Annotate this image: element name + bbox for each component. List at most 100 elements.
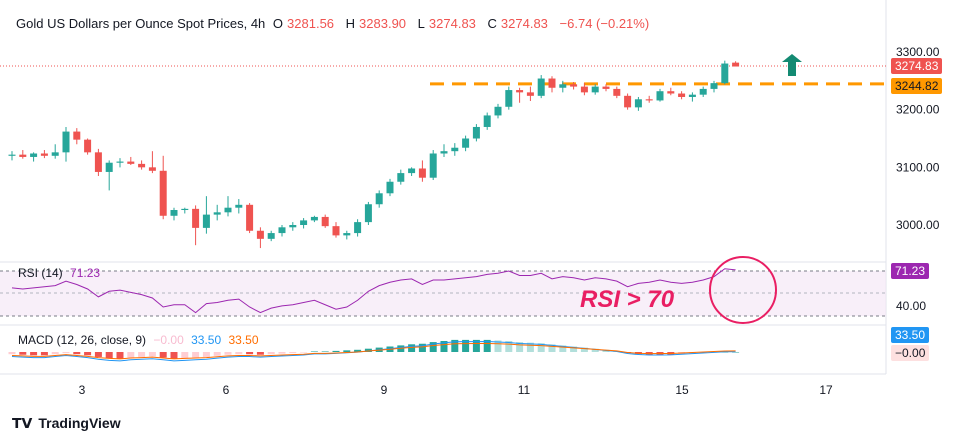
close-value: 3274.83 bbox=[500, 16, 548, 31]
macd-hist-bar bbox=[408, 344, 416, 352]
macd-hist-bar bbox=[462, 339, 470, 352]
candle-body bbox=[559, 84, 567, 88]
candle bbox=[656, 88, 664, 102]
macd-hist-bar bbox=[505, 341, 513, 352]
candle-body bbox=[397, 173, 405, 182]
low-label: L bbox=[417, 16, 425, 31]
candle bbox=[310, 215, 318, 223]
candle-body bbox=[30, 153, 38, 157]
macd-hist-tag: −0.00 bbox=[891, 345, 930, 361]
candle bbox=[202, 196, 210, 234]
candle bbox=[170, 207, 178, 221]
candle-body bbox=[246, 204, 254, 231]
up-arrow-icon bbox=[782, 54, 802, 76]
candle bbox=[645, 95, 653, 103]
candle-body bbox=[418, 168, 426, 178]
candle bbox=[116, 158, 124, 168]
candle bbox=[73, 128, 81, 145]
macd-hist-bar bbox=[267, 352, 275, 355]
brand-text: TradingView bbox=[38, 415, 121, 431]
macd-hist-bar bbox=[332, 350, 340, 352]
candle bbox=[213, 204, 221, 221]
candle-body bbox=[732, 62, 740, 67]
candle bbox=[721, 60, 729, 85]
macd-hist-bar bbox=[19, 352, 27, 355]
macd-hist-bar bbox=[213, 352, 221, 356]
level-price-tag: 3244.82 bbox=[891, 78, 943, 94]
macd-hist-bar bbox=[429, 342, 437, 352]
candle-body bbox=[62, 131, 70, 153]
candle bbox=[472, 124, 480, 142]
candle-body bbox=[235, 204, 243, 208]
candle bbox=[505, 86, 513, 110]
candle-body bbox=[332, 226, 340, 236]
candle-body bbox=[192, 208, 200, 228]
chart-header: Gold US Dollars per Ounce Spot Prices, 4… bbox=[16, 16, 653, 31]
candle-body bbox=[721, 63, 729, 84]
candle-body bbox=[494, 106, 502, 116]
candle-body bbox=[678, 93, 686, 97]
candle bbox=[440, 144, 448, 157]
macd-hist-bar bbox=[516, 342, 524, 352]
candle bbox=[418, 160, 426, 182]
candle bbox=[429, 150, 437, 181]
candle-body bbox=[602, 86, 610, 89]
candle-body bbox=[289, 225, 297, 228]
chart-title: Gold US Dollars per Ounce Spot Prices, 4… bbox=[16, 16, 266, 31]
candle-body bbox=[580, 86, 588, 93]
macd-hist-bar bbox=[94, 352, 102, 357]
candle bbox=[570, 81, 578, 90]
macd-hist-bar bbox=[105, 352, 113, 359]
candle-body bbox=[699, 88, 707, 95]
candle-body bbox=[170, 210, 178, 216]
candle bbox=[591, 84, 599, 95]
macd-hist-bar bbox=[580, 347, 588, 352]
macd-hist-bar bbox=[148, 352, 156, 357]
candle bbox=[580, 83, 588, 96]
candle bbox=[321, 214, 329, 228]
macd-hist-bar bbox=[51, 352, 59, 355]
open-value: 3281.56 bbox=[287, 16, 335, 31]
y-tick-label: 3300.00 bbox=[896, 45, 940, 59]
candle bbox=[397, 169, 405, 185]
candle bbox=[483, 112, 491, 130]
candle bbox=[408, 167, 416, 176]
low-value: 3274.83 bbox=[428, 16, 476, 31]
candle bbox=[224, 196, 232, 217]
candle-body bbox=[224, 207, 232, 213]
candle bbox=[138, 160, 146, 170]
x-tick-label: 17 bbox=[819, 383, 833, 397]
candle bbox=[548, 76, 556, 93]
close-label: C bbox=[487, 16, 497, 31]
candle-body bbox=[8, 154, 16, 156]
open-label: O bbox=[272, 16, 284, 31]
macd-hist-bar bbox=[483, 339, 491, 352]
tradingview-brand[interactable]: 𝗧𝗩 TradingView bbox=[12, 415, 121, 432]
candle-body bbox=[386, 181, 394, 194]
candle-body bbox=[516, 90, 524, 93]
macd-hist-bar bbox=[354, 349, 362, 352]
rsi-value: 71.23 bbox=[70, 266, 101, 280]
macd-value-tag: 33.50 bbox=[891, 327, 930, 343]
candle bbox=[62, 126, 70, 162]
candle-body bbox=[483, 115, 491, 127]
candle-body bbox=[181, 208, 189, 211]
macd-hist-bar bbox=[8, 352, 16, 355]
candle bbox=[300, 218, 308, 229]
macd-hist-bar bbox=[526, 342, 534, 352]
candle bbox=[30, 152, 38, 162]
candle bbox=[451, 143, 459, 156]
candle-body bbox=[656, 91, 664, 101]
candle bbox=[148, 151, 156, 174]
rsi-value-tag: 71.23 bbox=[891, 263, 930, 279]
candle-body bbox=[321, 216, 329, 227]
rsi-annotation: RSI > 70 bbox=[580, 286, 675, 313]
candle bbox=[364, 201, 372, 225]
candle bbox=[343, 230, 351, 240]
macd-hist-bar bbox=[278, 352, 286, 354]
macd-hist-bar bbox=[537, 343, 545, 352]
candle bbox=[159, 155, 167, 220]
candle-body bbox=[634, 99, 642, 108]
candle bbox=[256, 227, 264, 249]
candle bbox=[246, 203, 254, 234]
